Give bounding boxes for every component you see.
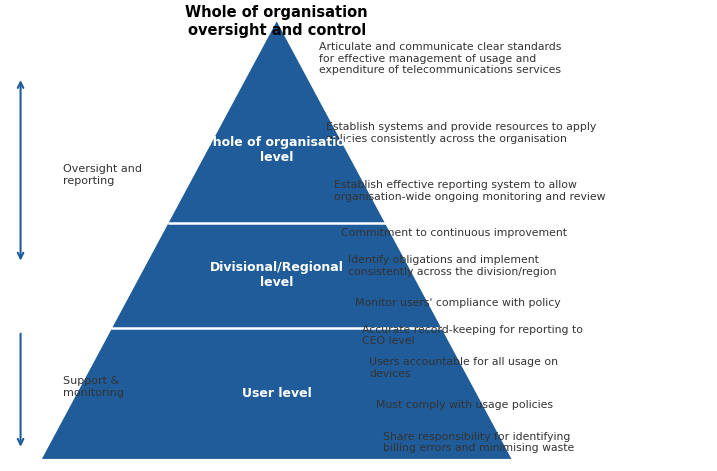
Text: Must comply with usage policies: Must comply with usage policies: [376, 400, 554, 410]
Polygon shape: [42, 21, 511, 459]
Text: Users accountable for all usage on
devices: Users accountable for all usage on devic…: [369, 357, 558, 379]
Text: User level: User level: [242, 387, 312, 400]
Text: Monitor users' compliance with policy: Monitor users' compliance with policy: [355, 298, 561, 308]
Text: Establish systems and provide resources to apply
policies consistently across th: Establish systems and provide resources …: [326, 122, 597, 144]
Text: Share responsibility for identifying
billing errors and minimising waste: Share responsibility for identifying bil…: [384, 432, 574, 454]
Text: Oversight and
reporting: Oversight and reporting: [63, 164, 142, 186]
Text: Whole of organisation
oversight and control: Whole of organisation oversight and cont…: [186, 5, 368, 38]
Text: Commitment to continuous improvement: Commitment to continuous improvement: [341, 228, 566, 238]
Text: Accurate record-keeping for reporting to
CEO level: Accurate record-keeping for reporting to…: [362, 325, 583, 346]
Text: Support &
monitoring: Support & monitoring: [63, 376, 124, 398]
Text: Identify obligations and implement
consistently across the division/region: Identify obligations and implement consi…: [348, 255, 556, 276]
Text: Whole of organisation
level: Whole of organisation level: [199, 137, 354, 164]
Text: Articulate and communicate clear standards
for effective management of usage and: Articulate and communicate clear standar…: [319, 42, 561, 75]
Text: Establish effective reporting system to allow
organisation-wide ongoing monitori: Establish effective reporting system to …: [333, 180, 605, 202]
Text: Divisional/Regional
level: Divisional/Regional level: [210, 261, 343, 289]
